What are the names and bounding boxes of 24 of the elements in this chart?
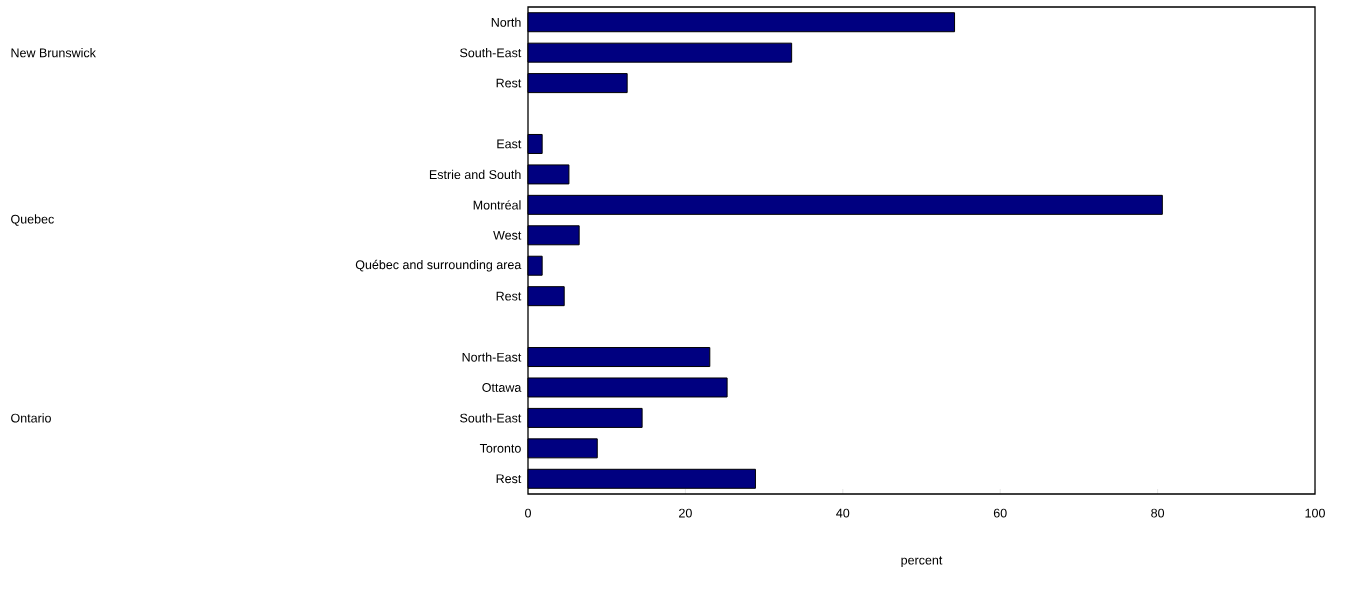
y-tick-label: North xyxy=(491,17,521,27)
x-tick-label: 80 xyxy=(1151,508,1165,518)
y-tick-label: Toronto xyxy=(479,443,521,453)
text: New Brunswick xyxy=(11,48,96,58)
y-tick-label: South-East xyxy=(460,48,522,58)
y-tick-label: West xyxy=(493,230,522,240)
text: Quebec xyxy=(11,214,54,226)
y-tick-label: East xyxy=(497,139,522,149)
y-tick-label: South-East xyxy=(460,413,522,423)
x-tick-label: 0 xyxy=(525,508,531,518)
text: Ontario xyxy=(11,413,51,423)
y-tick-label: Québec and surrounding area xyxy=(355,259,522,272)
y-tick-label: Ottawa xyxy=(482,383,522,392)
x-tick-label: 60 xyxy=(993,508,1007,518)
y-tick-label: North-East xyxy=(462,352,522,362)
y-tick-label: Rest xyxy=(496,78,522,88)
x-axis-title: percent xyxy=(901,556,943,568)
y-tick-label: Rest xyxy=(496,291,522,301)
y-tick-label: Estrie and South xyxy=(429,169,521,179)
x-tick-label: 40 xyxy=(836,508,850,518)
y-tick-label: Rest xyxy=(496,474,522,484)
x-tick-label: 20 xyxy=(679,508,692,518)
y-tick-label: Montréal xyxy=(473,200,521,210)
x-tick-label: 100 xyxy=(1305,508,1325,518)
